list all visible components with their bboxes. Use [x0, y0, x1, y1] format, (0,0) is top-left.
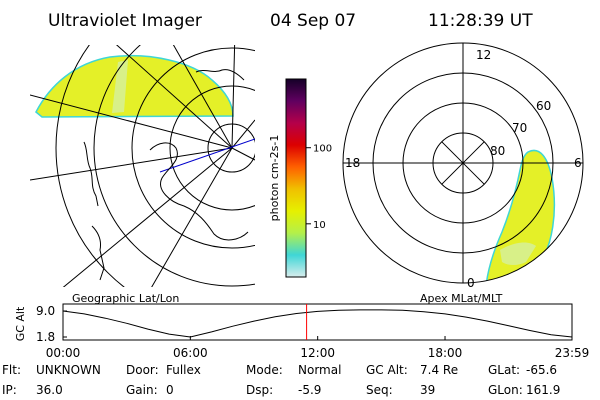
colorbar: 100 10 photon cm-2s-1 [268, 78, 332, 278]
altitude-y-tick-label: 1.8 [36, 330, 55, 344]
altitude-y-ticks: 9.0 1.8 [36, 304, 67, 344]
colorbar-tick-label: 10 [313, 220, 326, 231]
geo-auroral-highlight [112, 60, 128, 113]
status-value: -65.6 [526, 363, 557, 377]
magnetic-polar-plot: 12 18 6 0 60 70 80 Apex MLat/MLT [342, 42, 584, 305]
status-value: UNKNOWN [36, 363, 101, 377]
altitude-y-tick-label: 9.0 [36, 304, 55, 318]
status-value: 0 [166, 383, 174, 397]
status-value: 7.4 Re [420, 363, 458, 377]
colorbar-unit: photon cm-2s-1 [268, 135, 281, 222]
status-value: 36.0 [36, 383, 63, 397]
mlt-auroral-highlight [500, 242, 536, 265]
geographic-map-body [30, 45, 255, 287]
status-panel: Flt: UNKNOWN Door: Fullex Mode: Normal GC Alt:… [2, 363, 560, 397]
date-label: 04 Sep 07 [270, 11, 356, 31]
status-label: Door: [126, 363, 159, 377]
altitude-line [62, 309, 573, 338]
altitude-strip-frame [62, 303, 573, 341]
altitude-x-ticks: 00:00 06:00 12:00 18:00 23:59 [46, 336, 590, 360]
mlt-auroral-oval [485, 149, 556, 283]
geographic-map: Geographic Lat/Lon [30, 45, 255, 305]
status-label: Gain: [126, 383, 158, 397]
mlat-label-60: 60 [536, 99, 551, 113]
status-label: Seq: [366, 383, 393, 397]
status-value: 161.9 [526, 383, 560, 397]
mlt-axes [343, 43, 583, 283]
mlt-label-6: 6 [574, 156, 582, 170]
geo-auroral-oval [35, 54, 234, 118]
altitude-ylabel: GC Alt [14, 306, 27, 341]
altitude-x-tick-label: 06:00 [173, 346, 208, 360]
geo-lon-lines [30, 45, 255, 287]
altitude-x-tick-label: 00:00 [46, 346, 81, 360]
status-value: Fullex [166, 363, 201, 377]
geo-coastlines [83, 69, 249, 281]
status-label: GLon: [488, 383, 523, 397]
mlt-label-0: 0 [467, 276, 475, 290]
colorbar-ticks: 100 10 [306, 144, 332, 231]
geo-panel-label: Geographic Lat/Lon [72, 292, 179, 305]
geo-lat-circles [55, 45, 255, 287]
status-value: 39 [420, 383, 435, 397]
colorbar-bar [285, 78, 307, 278]
status-value: -5.9 [298, 383, 321, 397]
status-label: GC Alt: [366, 363, 408, 377]
instrument-title: Ultraviolet Imager [48, 11, 202, 31]
altitude-x-tick-label: 23:59 [555, 346, 590, 360]
colorbar-tick-label: 100 [313, 144, 332, 155]
mlt-panel-label: Apex MLat/MLT [420, 292, 503, 305]
status-value: Normal [298, 363, 341, 377]
status-label: Mode: [246, 363, 283, 377]
altitude-x-tick-label: 12:00 [300, 346, 335, 360]
altitude-strip: GC Alt 9.0 1.8 00:00 06:00 12:00 18:00 23:59 [14, 303, 590, 360]
status-label: GLat: [488, 363, 520, 377]
status-label: Dsp: [246, 383, 273, 397]
mlt-label-18: 18 [345, 156, 360, 170]
mlt-label-12: 12 [476, 48, 491, 62]
mlat-label-80: 80 [490, 144, 505, 158]
status-label: IP: [2, 383, 17, 397]
altitude-x-tick-label: 18:00 [428, 346, 463, 360]
mlat-label-70: 70 [512, 121, 527, 135]
status-label: Flt: [2, 363, 21, 377]
time-label: 11:28:39 UT [428, 11, 533, 31]
